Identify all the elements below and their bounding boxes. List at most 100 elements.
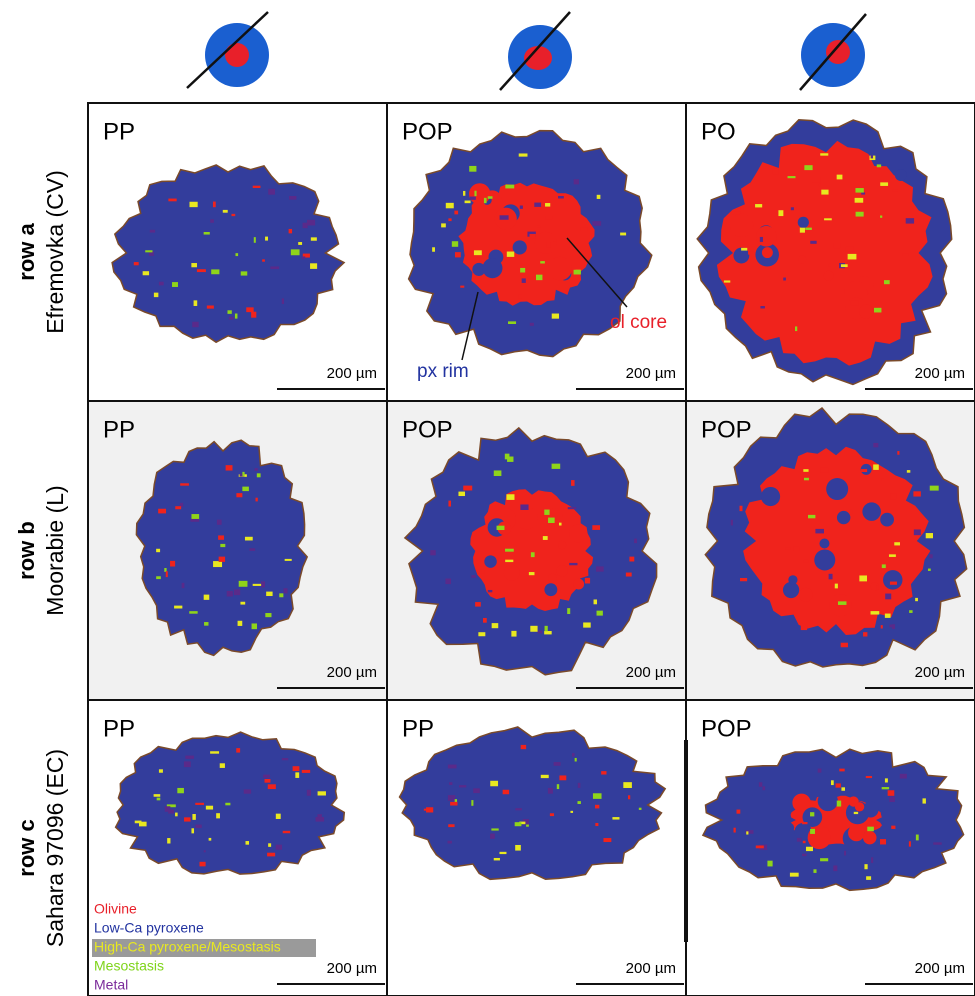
phase-grain bbox=[195, 803, 204, 805]
phase-grain bbox=[818, 769, 822, 773]
phase-grain bbox=[289, 196, 296, 200]
phase-grain bbox=[175, 813, 178, 817]
phase-grain bbox=[470, 197, 476, 200]
phase-grain bbox=[238, 621, 243, 626]
phase-grain bbox=[748, 252, 754, 255]
phase-grain bbox=[863, 632, 867, 636]
phase-grain bbox=[884, 280, 890, 284]
phase-grain bbox=[861, 192, 865, 194]
phase-grain bbox=[545, 216, 552, 219]
phase-grain bbox=[220, 763, 225, 768]
phase-grain bbox=[424, 809, 430, 811]
phase-grain bbox=[833, 865, 837, 871]
olivine-grain bbox=[798, 217, 809, 228]
phase-grain bbox=[184, 817, 190, 821]
phase-grain bbox=[219, 557, 225, 562]
phase-grain bbox=[154, 293, 158, 297]
phase-grain bbox=[740, 578, 747, 581]
phase-grain bbox=[282, 758, 288, 760]
phase-grain bbox=[473, 788, 480, 793]
phase-grain bbox=[909, 841, 911, 846]
phase-grain bbox=[554, 762, 561, 766]
phase-grain bbox=[199, 862, 205, 867]
phase-grain bbox=[871, 611, 880, 614]
phase-grain bbox=[536, 275, 542, 280]
phase-grain bbox=[557, 784, 559, 789]
phase-grain bbox=[866, 824, 870, 826]
olivine-grain bbox=[515, 507, 537, 529]
phase-grain bbox=[871, 155, 873, 158]
olivine-grain bbox=[558, 541, 566, 549]
texture-label: POP bbox=[701, 715, 752, 742]
phase-grain bbox=[797, 838, 802, 842]
phase-grain bbox=[266, 592, 272, 596]
phase-grain bbox=[217, 520, 222, 525]
phase-grain bbox=[229, 317, 234, 320]
phase-grain bbox=[626, 573, 632, 577]
phase-grain bbox=[867, 827, 874, 832]
phase-grain bbox=[803, 841, 806, 843]
phase-grain bbox=[268, 784, 276, 789]
phase-grain bbox=[465, 201, 471, 204]
phase-grain bbox=[170, 561, 175, 567]
phase-grain bbox=[191, 828, 194, 833]
phase-grain bbox=[545, 203, 550, 207]
phase-grain bbox=[888, 790, 895, 796]
phase-grain bbox=[284, 588, 288, 593]
texture-label: PP bbox=[103, 118, 135, 145]
phase-grain bbox=[515, 808, 522, 810]
phase-grain bbox=[837, 801, 841, 807]
phase-grain bbox=[216, 813, 220, 818]
phase-grain bbox=[236, 493, 242, 497]
phase-grain bbox=[552, 464, 561, 469]
scale-bar-label: 200 µm bbox=[626, 960, 676, 977]
phase-grain bbox=[139, 822, 147, 827]
phase-grain bbox=[211, 269, 219, 274]
phase-grain bbox=[820, 468, 828, 473]
phase-grain bbox=[790, 873, 799, 877]
phase-grain bbox=[488, 590, 492, 592]
phase-grain bbox=[234, 589, 240, 595]
olivine-grain bbox=[859, 304, 873, 318]
phase-grain bbox=[897, 451, 899, 455]
phase-grain bbox=[785, 548, 790, 550]
phase-grain bbox=[889, 796, 895, 802]
phase-grain bbox=[791, 207, 794, 210]
phase-grain bbox=[746, 831, 748, 834]
olivine-grain bbox=[862, 502, 881, 521]
phase-grain bbox=[236, 748, 240, 752]
phase-grain bbox=[890, 493, 896, 499]
phase-grain bbox=[909, 610, 912, 613]
phase-grain bbox=[209, 838, 212, 841]
phase-grain bbox=[866, 876, 871, 880]
phase-grain bbox=[762, 786, 765, 790]
phase-grain bbox=[545, 626, 548, 631]
phase-grain bbox=[458, 492, 465, 496]
phase-grain bbox=[544, 510, 549, 515]
phase-grain bbox=[244, 789, 251, 793]
phase-grain bbox=[831, 780, 834, 785]
phase-grain bbox=[213, 561, 222, 567]
phase-grain bbox=[805, 228, 812, 230]
phase-grain bbox=[819, 183, 821, 186]
phase-grain bbox=[195, 825, 201, 828]
olivine-grain bbox=[484, 555, 496, 567]
phase-grain bbox=[907, 470, 910, 473]
phase-grain bbox=[569, 563, 577, 565]
phase-grain bbox=[813, 869, 816, 873]
phase-grain bbox=[531, 552, 535, 557]
phase-grain bbox=[596, 566, 604, 571]
scale-bar-label: 200 µm bbox=[327, 960, 377, 977]
phase-grain bbox=[471, 800, 473, 806]
phase-grain bbox=[824, 218, 832, 220]
phase-grain bbox=[880, 182, 888, 186]
phase-grain bbox=[773, 169, 779, 174]
phase-grain bbox=[530, 323, 534, 326]
scale-bar-label: 200 µm bbox=[915, 960, 965, 977]
phase-grain bbox=[881, 479, 884, 482]
phase-grain bbox=[204, 232, 210, 235]
olivine-grain bbox=[824, 271, 834, 281]
phase-grain bbox=[529, 572, 535, 575]
phase-grain bbox=[270, 266, 279, 269]
phase-grain bbox=[463, 486, 472, 491]
